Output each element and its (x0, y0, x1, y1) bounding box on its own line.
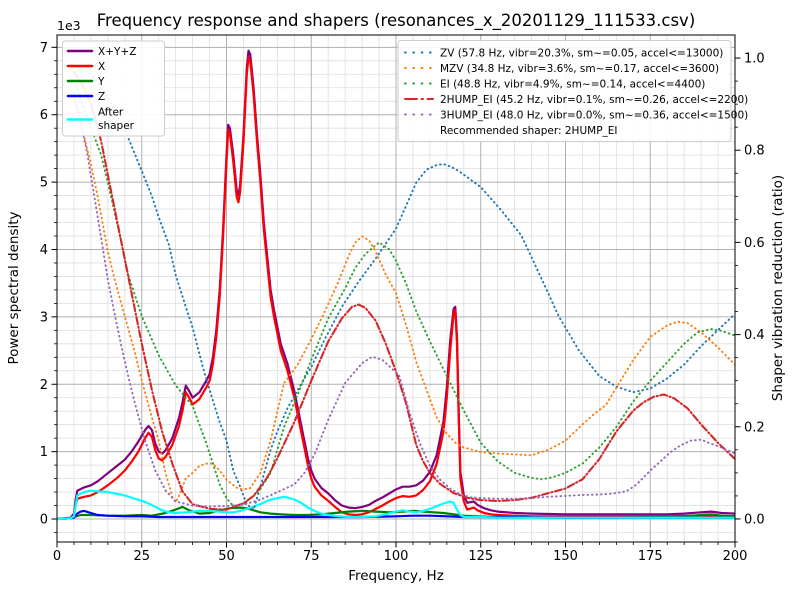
legend-item-X+Y+Z: X+Y+Z (98, 46, 136, 58)
y-right-tick-label: 0.4 (744, 328, 765, 343)
y-left-tick-label: 4 (40, 243, 48, 258)
y-axis-offset-label: 1e3 (57, 18, 81, 33)
chart-render-root: 0 25 50 75 100 125 150 175 200 0 1 2 3 4 5 6 7 0.0 0.2 0.4 0… (40, 34, 765, 564)
y-right-tick-label: 1.0 (744, 52, 765, 67)
series-line-Z (57, 509, 735, 521)
legend-item-Y: Y (97, 76, 105, 88)
y-left-tick-label: 6 (40, 108, 48, 123)
x-tick-label: 0 (53, 549, 61, 564)
legend-shapers: ZV (57.8 Hz, vibr=20.3%, sm~=0.05, accel… (397, 40, 748, 142)
y-right-tick-label: 0.8 (744, 144, 765, 159)
legend-item-X: X (98, 61, 105, 73)
legend-item-Z: Z (98, 91, 105, 103)
chart-title: Frequency response and shapers (resonanc… (97, 11, 696, 31)
y-axis-label-left: Power spectral density (6, 211, 22, 364)
legend-item-After shaper-line1: shaper (98, 120, 135, 132)
y-left-tick-label: 7 (40, 41, 48, 56)
series-line-After-shaper (57, 489, 735, 521)
x-tick-label: 200 (723, 549, 748, 564)
x-axis-label: Frequency, Hz (348, 568, 444, 584)
legend-recommended-shaper-note: Recommended shaper: 2HUMP_EI (440, 125, 618, 137)
x-tick-label: 175 (638, 549, 663, 564)
legend-item-MZV: MZV (34.8 Hz, vibr=3.6%, sm~=0.17, accel… (440, 63, 719, 75)
x-tick-label: 100 (384, 549, 409, 564)
legend-shapers-box (397, 40, 732, 142)
x-tick-label: 125 (468, 549, 493, 564)
series-layer (57, 49, 735, 521)
series-line-EI (73, 80, 735, 507)
axes-layer: 0 25 50 75 100 125 150 175 200 0 1 2 3 4 5 6 7 0.0 0.2 0.4 0… (40, 34, 765, 564)
y-left-tick-label: 0 (40, 513, 48, 528)
y-right-tick-label: 0.2 (744, 420, 765, 435)
series-line-ZV (73, 64, 735, 511)
y-left-tick-label: 3 (40, 310, 48, 325)
x-tick-label: 50 (218, 549, 235, 564)
legend-item-EI: EI (48.8 Hz, vibr=4.9%, sm~=0.14, accel<… (440, 78, 705, 90)
x-tick-label: 25 (133, 549, 150, 564)
y-axis-label-right: Shaper vibration reduction (ratio) (770, 175, 786, 401)
series-line-X (57, 56, 735, 521)
series-line-MZV (73, 98, 735, 504)
series-line-3HUMP_EI (73, 91, 735, 508)
y-left-tick-label: 1 (40, 445, 48, 460)
legend-item-ZV: ZV (57.8 Hz, vibr=20.3%, sm~=0.05, accel… (440, 47, 723, 59)
legend-item-After shaper-line0: After (98, 107, 124, 119)
y-right-tick-label: 0.6 (744, 236, 765, 251)
y-left-tick-label: 5 (40, 176, 48, 191)
x-tick-label: 150 (553, 549, 578, 564)
series-line-2HUMP_EI (72, 70, 735, 511)
y-left-tick-label: 2 (40, 378, 48, 393)
legend-item-2HUMP_EI: 2HUMP_EI (45.2 Hz, vibr=0.1%, sm~=0.26, … (440, 94, 748, 106)
legend-item-3HUMP_EI: 3HUMP_EI (48.0 Hz, vibr=0.0%, sm~=0.36, … (440, 109, 748, 121)
x-tick-label: 75 (303, 549, 320, 564)
y-right-tick-label: 0.0 (744, 512, 765, 527)
